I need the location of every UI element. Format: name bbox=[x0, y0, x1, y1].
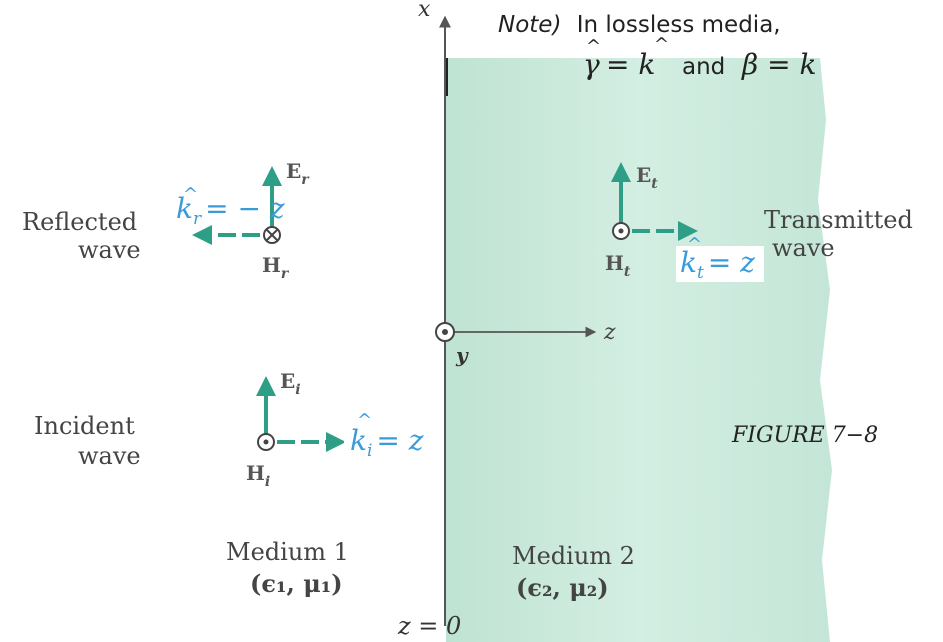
medium-1-name: Medium 1 bbox=[226, 538, 349, 566]
reflected-k-label: kr = − z bbox=[176, 192, 285, 229]
incident-h-label: Hi bbox=[246, 461, 270, 490]
incident-label-line-1: Incident bbox=[34, 412, 135, 440]
note-line-1: Note) In lossless media, bbox=[498, 12, 781, 38]
note-k-hat: ^ bbox=[654, 34, 669, 55]
medium-2-region bbox=[446, 58, 832, 642]
transmitted-k-hat: ^ bbox=[687, 234, 702, 255]
note-eq-2: β = k bbox=[741, 48, 816, 81]
y-axis-out-of-page-icon bbox=[435, 322, 455, 342]
transmitted-label-line-2: wave bbox=[772, 234, 835, 262]
reflected-label-line-2: wave bbox=[78, 236, 141, 264]
y-axis-label: y bbox=[455, 343, 469, 367]
incident-k-label: ki = z bbox=[350, 424, 424, 461]
transmitted-h-label: Ht bbox=[605, 251, 631, 280]
note-and: and bbox=[682, 54, 725, 80]
z-axis-label: z bbox=[603, 320, 616, 345]
reflected-h-label: Hr bbox=[262, 253, 290, 282]
transmitted-k-label: kt = z bbox=[680, 246, 755, 283]
note-gamma: γ bbox=[583, 48, 600, 81]
reflected-label-line-1: Reflected bbox=[22, 208, 137, 236]
transmitted-k-label-bg bbox=[676, 246, 764, 282]
transmitted-h-out-of-page-icon bbox=[612, 222, 630, 240]
medium-2-params: (ϵ₂, μ₂) bbox=[516, 573, 609, 602]
note-eq-1: = k bbox=[606, 48, 655, 81]
boundary-label: z = 0 bbox=[397, 612, 461, 640]
incident-label-line-2: wave bbox=[78, 442, 141, 470]
incident-h-out-of-page-icon bbox=[257, 433, 275, 451]
x-axis-label: x bbox=[418, 0, 431, 22]
note-gamma-hat: ^ bbox=[586, 36, 601, 57]
reflected-h-into-page-icon bbox=[263, 226, 281, 244]
transmitted-e-label: Et bbox=[636, 163, 658, 192]
medium-2-name: Medium 2 bbox=[512, 542, 635, 570]
reflected-e-label: Er bbox=[286, 159, 310, 188]
transmitted-label-line-1: Transmitted bbox=[764, 206, 913, 234]
incident-k-hat: ^ bbox=[357, 410, 372, 431]
incident-e-label: Ei bbox=[280, 369, 301, 398]
figure-label: FIGURE 7−8 bbox=[731, 423, 878, 448]
medium-1-params: (ϵ₁, μ₁) bbox=[250, 569, 343, 598]
incident-k-label-bg bbox=[344, 420, 436, 462]
reflected-k-hat: ^ bbox=[183, 184, 198, 205]
